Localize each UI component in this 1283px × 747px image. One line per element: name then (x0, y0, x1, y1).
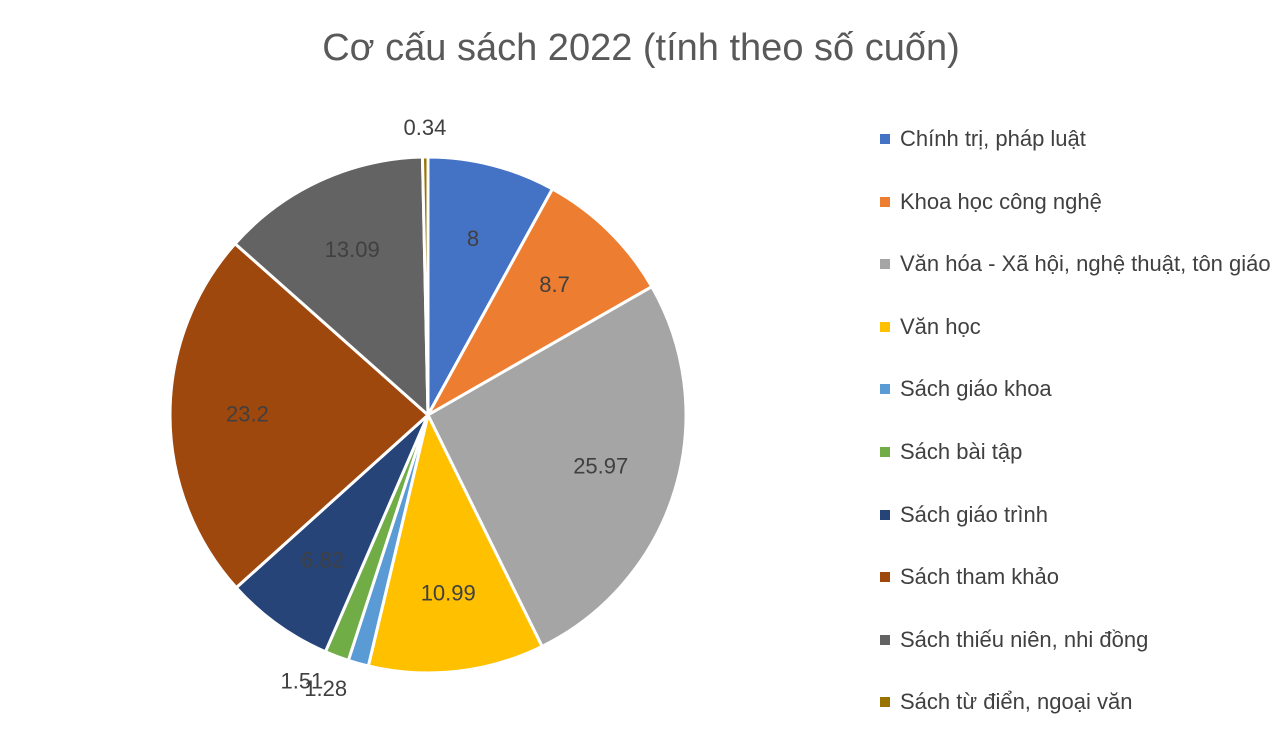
legend-label: Sách tham khảo (900, 564, 1059, 590)
legend-label: Sách từ điển, ngoại văn (900, 689, 1133, 715)
legend-swatch (880, 509, 890, 520)
pie-slice (232, 155, 430, 419)
legend-item: Sách bài tập (880, 437, 1275, 467)
legend-item: Sách từ điển, ngoại văn (880, 687, 1275, 717)
legend-label: Văn học (900, 313, 981, 339)
legend-item: Sách thiếu niên, nhi đồng (880, 625, 1275, 655)
data-label: 13.09 (325, 237, 380, 262)
legend-item: Văn hóa - Xã hội, nghệ thuật, tôn giáo (880, 249, 1275, 279)
pie-slice (234, 413, 430, 654)
legend-swatch (880, 384, 890, 395)
pie-slice (168, 241, 431, 590)
data-label: 1.28 (304, 676, 347, 701)
legend-label: Sách bài tập (900, 439, 1023, 464)
legend-swatch (880, 196, 890, 207)
data-label: 8 (467, 226, 479, 251)
legend-swatch (880, 134, 890, 144)
data-label: 1.51 (280, 668, 323, 693)
legend-swatch (880, 697, 890, 708)
legend-label: Khoa học công nghệ (900, 188, 1102, 214)
data-label: 25.97 (573, 454, 628, 479)
legend-item: Văn học (880, 312, 1275, 342)
data-label: 10.99 (421, 580, 476, 605)
legend-swatch (880, 259, 890, 270)
legend-swatch (880, 321, 890, 332)
pie-slice (424, 186, 654, 419)
data-label: 0.34 (404, 115, 447, 140)
pie-slice (366, 410, 545, 675)
chart-title: Cơ cấu sách 2022 (tính theo số cuốn) (322, 27, 960, 69)
pie-slice (426, 284, 688, 649)
pie-slice (420, 155, 430, 416)
legend-swatch (880, 634, 890, 645)
legend-swatch (880, 572, 890, 583)
data-label: 6.82 (301, 547, 344, 572)
data-label: 23.2 (226, 401, 269, 426)
data-label: 8.7 (539, 272, 570, 297)
legend-item: Sách tham khảo (880, 562, 1275, 592)
legend-item: Sách giáo trình (880, 500, 1275, 530)
legend-label: Sách giáo trình (900, 501, 1048, 527)
legend-item: Khoa học công nghệ (880, 187, 1275, 217)
legend-label: Văn hóa - Xã hội, nghệ thuật, tôn giáo (900, 251, 1271, 277)
pie-slice (426, 155, 555, 416)
legend-label: Chính trị, pháp luật (900, 126, 1086, 151)
legend-label: Sách thiếu niên, nhi đồng (900, 626, 1149, 652)
legend-item: Sách giáo khoa (880, 374, 1275, 404)
legend-label: Sách giáo khoa (900, 376, 1052, 402)
legend-swatch (880, 447, 890, 457)
legend-item: Chính trị, pháp luật (880, 124, 1275, 154)
